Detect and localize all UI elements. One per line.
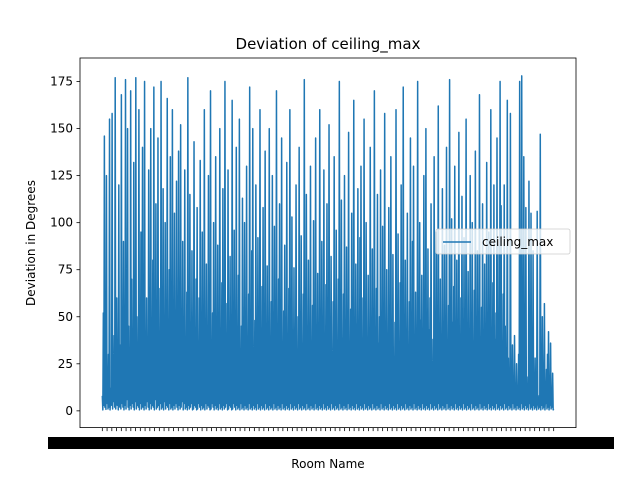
y-axis-label: Deviation in Degrees (24, 180, 38, 306)
y-tick-label: 100 (50, 216, 73, 230)
legend-label: ceiling_max (482, 235, 553, 249)
y-tick-label: 150 (50, 122, 73, 136)
legend-box (435, 228, 571, 255)
y-tick-label: 25 (58, 357, 73, 371)
y-tick-label: 0 (65, 404, 73, 418)
x-axis-label: Room Name (291, 457, 364, 471)
chart-title: Deviation of ceiling_max (236, 35, 421, 54)
series-layer (101, 75, 555, 411)
y-tick-label: 50 (58, 310, 73, 324)
y-axis-ticks: 0 25 50 75 100 125 150 175 (50, 75, 80, 418)
plot-frame (79, 57, 577, 429)
x-tick-label-band (48, 437, 614, 449)
legend: ceiling_max (435, 228, 571, 255)
y-tick-label: 125 (50, 169, 73, 183)
series-line-ceiling_max (101, 75, 555, 411)
x-axis-ticks (48, 427, 614, 449)
y-tick-label: 175 (50, 75, 73, 89)
y-tick-label: 75 (58, 263, 73, 277)
